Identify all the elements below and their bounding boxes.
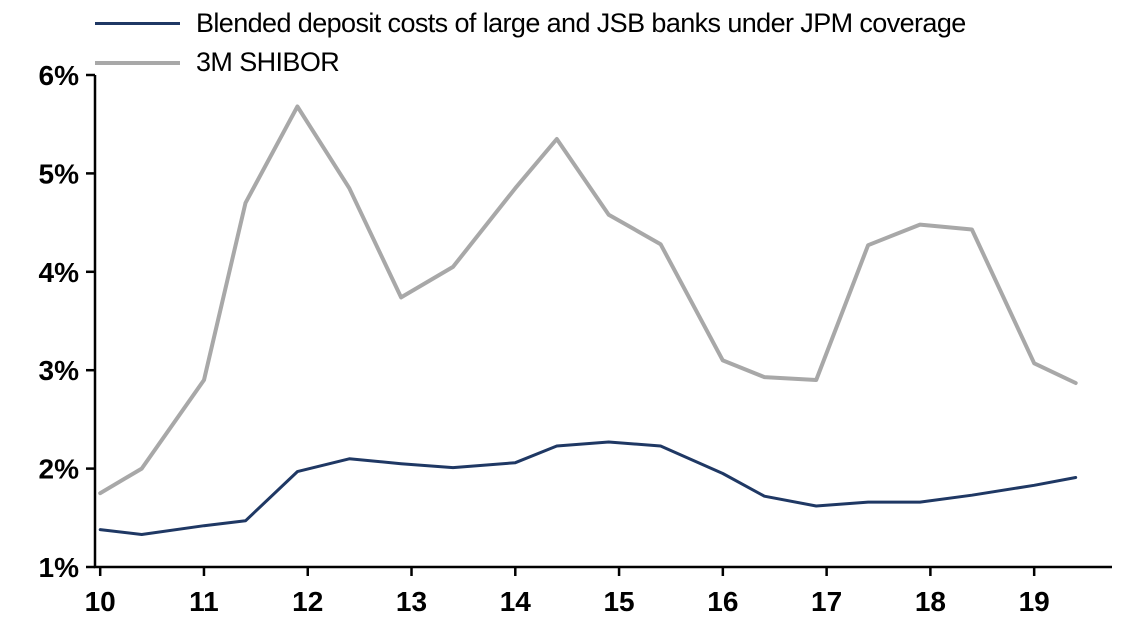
x-axis-tick-label: 16 <box>707 586 738 617</box>
x-axis-tick-label: 14 <box>500 586 532 617</box>
x-axis-tick-label: 13 <box>396 586 427 617</box>
legend: Blended deposit costs of large and JSB b… <box>95 6 966 80</box>
x-axis-tick-label: 17 <box>811 586 842 617</box>
y-axis-tick-label: 6% <box>39 60 80 91</box>
deposit-costs-line <box>98 440 1078 536</box>
x-axis-tick-label: 19 <box>1019 586 1050 617</box>
y-axis-tick-label: 4% <box>39 257 80 288</box>
y-axis-tick-label: 2% <box>39 454 80 485</box>
y-axis-tick-label: 1% <box>39 552 80 583</box>
x-axis-tick-label: 11 <box>189 586 219 617</box>
shibor-label: 3M SHIBOR <box>196 47 340 77</box>
shibor-line-sample <box>95 60 180 65</box>
shibor-line <box>98 104 1078 496</box>
y-axis-tick-label: 3% <box>39 355 80 386</box>
deposit-costs-label: Blended deposit costs of large and JSB b… <box>196 8 966 38</box>
legend-item-shibor: 3M SHIBOR <box>95 45 966 80</box>
y-axis-tick-label: 5% <box>39 158 80 189</box>
x-axis-tick-label: 15 <box>603 586 634 617</box>
axis-lines <box>93 75 1112 569</box>
x-axis-tick-label: 10 <box>85 586 116 617</box>
deposit-costs-line-sample <box>95 22 180 25</box>
x-axis-tick-label: 12 <box>292 586 323 617</box>
legend-item-deposit-costs: Blended deposit costs of large and JSB b… <box>95 6 966 41</box>
x-axis-tick-label: 18 <box>915 586 946 617</box>
